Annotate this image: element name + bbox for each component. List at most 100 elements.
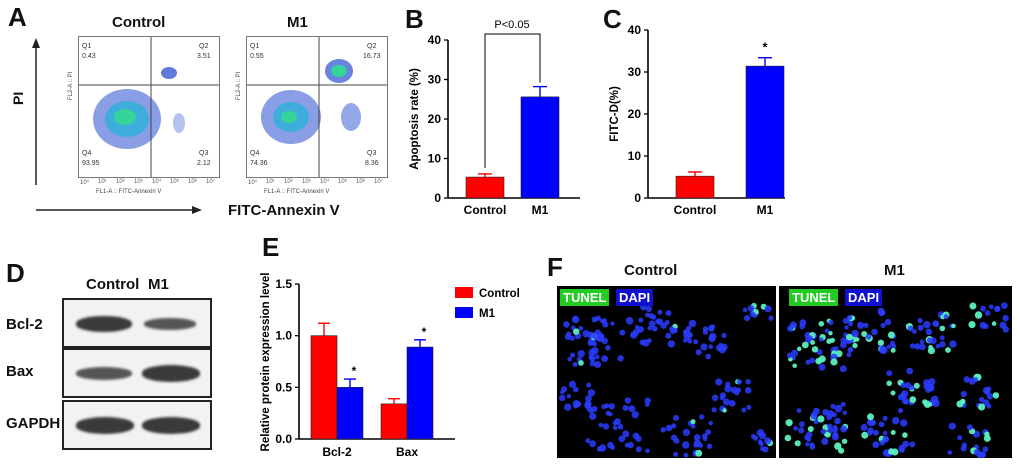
dapi-nucleus <box>903 399 909 405</box>
dapi-nucleus <box>816 349 823 356</box>
dapi-nucleus <box>598 444 607 452</box>
bar-control <box>465 176 505 199</box>
x-tick-label: Control <box>674 203 717 217</box>
dapi-nucleus <box>705 429 712 435</box>
dapi-nucleus <box>647 325 653 331</box>
micrograph-m1: TUNEL DAPI <box>779 286 1012 458</box>
dapi-nucleus <box>601 337 608 345</box>
dapi-nucleus <box>909 343 916 349</box>
dapi-nucleus <box>720 392 727 399</box>
dapi-nucleus <box>820 428 827 435</box>
dapi-nucleus <box>805 442 810 447</box>
dapi-nucleus <box>584 401 591 409</box>
dapi-nucleus <box>897 408 904 414</box>
tunel-positive-nucleus <box>818 321 825 327</box>
dapi-nucleus <box>563 321 570 328</box>
dapi-nucleus <box>925 328 933 336</box>
bar-chart-apoptosis: 0 10 20 30 40 Apoptosis rate (%) Control M1 P<0.… <box>409 19 580 217</box>
dapi-nucleus <box>798 427 805 434</box>
q1-label-m1: Q1 <box>250 43 260 50</box>
dapi-nucleus <box>813 419 819 425</box>
dapi-nucleus <box>793 425 798 431</box>
tunel-positive-nucleus <box>801 341 809 349</box>
dapi-nucleus <box>824 328 830 334</box>
dapi-nucleus <box>999 321 1007 329</box>
x-tick-label: Bcl-2 <box>322 445 352 459</box>
xtick-m1: 10⁶ <box>356 179 366 185</box>
dapi-nucleus <box>879 439 886 446</box>
flow-plot-m1: Q1 0.55 Q2 16.73 Q4 74.36 Q3 8.36 <box>246 36 388 178</box>
x-tick-label: Control <box>464 203 507 217</box>
tunel-positive-nucleus <box>890 430 896 435</box>
significance-bracket <box>484 33 541 168</box>
blot-row-bax: Bax <box>6 363 34 380</box>
dapi-nucleus <box>601 404 607 410</box>
dapi-nucleus <box>589 355 596 362</box>
dapi-nucleus <box>605 344 611 351</box>
xtick-control: 10⁷ <box>206 179 215 185</box>
flow-scatter-control <box>79 37 219 177</box>
dapi-nucleus <box>622 430 630 438</box>
dapi-nucleus <box>810 412 818 420</box>
dapi-nucleus <box>693 339 699 345</box>
dapi-nucleus <box>682 338 688 343</box>
tunel-positive-nucleus <box>877 339 884 346</box>
y-tick-label: 40 <box>628 23 642 37</box>
dapi-nucleus <box>979 321 987 329</box>
dapi-nucleus <box>963 376 971 383</box>
dapi-nucleus <box>594 354 600 360</box>
dapi-nucleus <box>575 401 582 408</box>
blot-band <box>142 417 200 434</box>
q4-value-m1: 74.36 <box>250 160 268 167</box>
dapi-nucleus <box>923 321 931 329</box>
dapi-nucleus <box>919 339 925 345</box>
dapi-nucleus <box>610 321 615 326</box>
tunel-positive-nucleus <box>818 355 826 363</box>
dapi-nucleus <box>768 315 774 321</box>
xtick-m1: 10⁰ <box>248 180 258 186</box>
tunel-positive-nucleus <box>578 360 584 366</box>
dapi-nucleus <box>746 404 752 410</box>
dapi-nucleus <box>919 343 926 351</box>
fl1-label-m1: FL1-A :: FITC-Annexin V <box>264 189 330 195</box>
dapi-nucleus <box>932 399 940 407</box>
dapi-nucleus <box>644 402 650 407</box>
q3-value-control: 2.12 <box>197 160 211 167</box>
flow-plot-control: Q1 0.43 Q2 3.51 Q4 93.95 Q3 2.12 <box>78 36 220 178</box>
dapi-nucleus <box>909 441 916 448</box>
dapi-nucleus <box>667 340 675 348</box>
dapi-nucleus <box>832 426 839 433</box>
dapi-nucleus <box>851 329 859 338</box>
dapi-nucleus <box>698 414 705 420</box>
dapi-nucleus <box>705 353 711 360</box>
tunel-positive-nucleus <box>992 392 1000 399</box>
dapi-nucleus <box>926 383 935 391</box>
dapi-nucleus <box>742 307 748 313</box>
y-tick-label: 10 <box>628 149 642 163</box>
dapi-nucleus <box>799 421 805 428</box>
significance-star: * <box>352 364 357 378</box>
dapi-nucleus <box>907 325 914 332</box>
cell-nuclei-m1 <box>784 302 1009 458</box>
y-tick-label: 0 <box>434 191 441 205</box>
dapi-nucleus <box>968 377 976 385</box>
dapi-nucleus <box>880 346 888 354</box>
dapi-nucleus <box>813 407 820 415</box>
dapi-nucleus <box>787 325 794 332</box>
dapi-nucleus <box>982 399 990 406</box>
legend-swatch-m1 <box>455 307 473 318</box>
dapi-nucleus <box>840 341 847 349</box>
dapi-nucleus <box>657 309 663 315</box>
dapi-nucleus <box>673 414 679 421</box>
dapi-nucleus <box>960 390 967 398</box>
bar-bcl-2-m1 <box>336 387 364 440</box>
dapi-nucleus <box>1002 314 1009 322</box>
dapi-nucleus <box>914 343 921 350</box>
significance-label: P<0.05 <box>494 19 529 31</box>
dapi-nucleus <box>822 409 829 416</box>
tunel-positive-nucleus <box>784 434 792 442</box>
legend-swatch-control <box>455 287 473 298</box>
blot-strip-bcl2 <box>62 298 212 348</box>
dapi-nucleus <box>826 414 832 421</box>
dapi-nucleus <box>979 451 986 458</box>
